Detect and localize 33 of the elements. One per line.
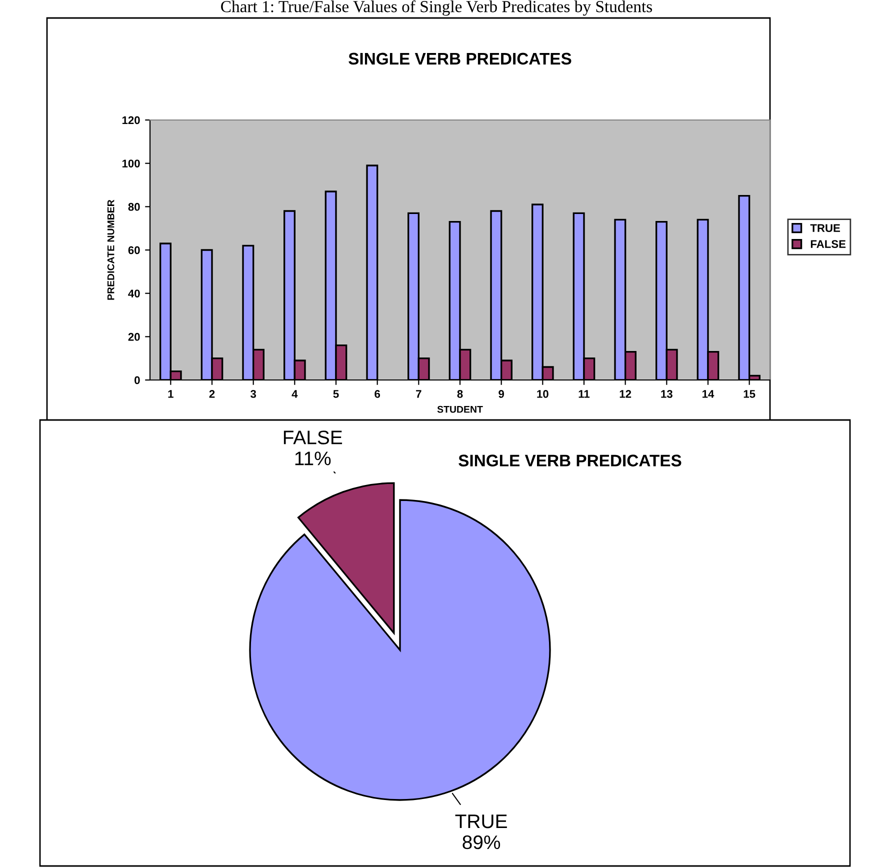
- legend-label: TRUE: [810, 224, 840, 232]
- x-tick-label: 9: [498, 390, 504, 398]
- text: SINGLE VERB PREDICATES: [458, 454, 682, 466]
- x-tick-label: 10: [537, 390, 548, 398]
- data-label: 11%: [295, 452, 331, 466]
- y-tick-label: 120: [122, 116, 140, 124]
- y-tick-label: 0: [134, 376, 140, 384]
- y-tick-label: 20: [128, 332, 140, 341]
- x-tick-label: 15: [744, 390, 756, 398]
- x-tick-label: 4: [292, 390, 298, 398]
- x-tick-label: 11: [578, 390, 590, 398]
- x-tick-label: 14: [702, 390, 714, 398]
- y-tick-label: 80: [128, 202, 140, 211]
- caption: Chart 1: True/False Values of Single Verb Predicates by Students: [221, 0, 652, 16]
- x-tick-label: 6: [374, 390, 380, 398]
- y-tick-label: 60: [128, 246, 140, 254]
- x-tick-label: 13: [661, 390, 672, 398]
- x-axis-title: STUDENT: [437, 406, 483, 413]
- x-tick-label: 12: [620, 390, 632, 398]
- x-tick-label: 7: [416, 390, 422, 398]
- data-label: 89%: [462, 835, 500, 850]
- x-tick-label: 5: [333, 390, 339, 398]
- slice-label: TRUE: [455, 814, 507, 828]
- legend-label: FALSE: [810, 240, 846, 248]
- y-tick-label: 40: [128, 290, 140, 298]
- y-axis-title: PREDICATE NUMBER: [107, 200, 114, 300]
- chart-title: SINGLE VERB PREDICATES: [348, 52, 572, 65]
- slice-label: FALSE: [284, 430, 342, 444]
- x-tick-label: 2: [209, 390, 215, 398]
- x-tick-label: 1: [168, 390, 174, 398]
- y-tick-label: 100: [122, 160, 140, 168]
- x-tick-label: 8: [457, 390, 463, 398]
- x-tick-label: 3: [250, 390, 256, 398]
